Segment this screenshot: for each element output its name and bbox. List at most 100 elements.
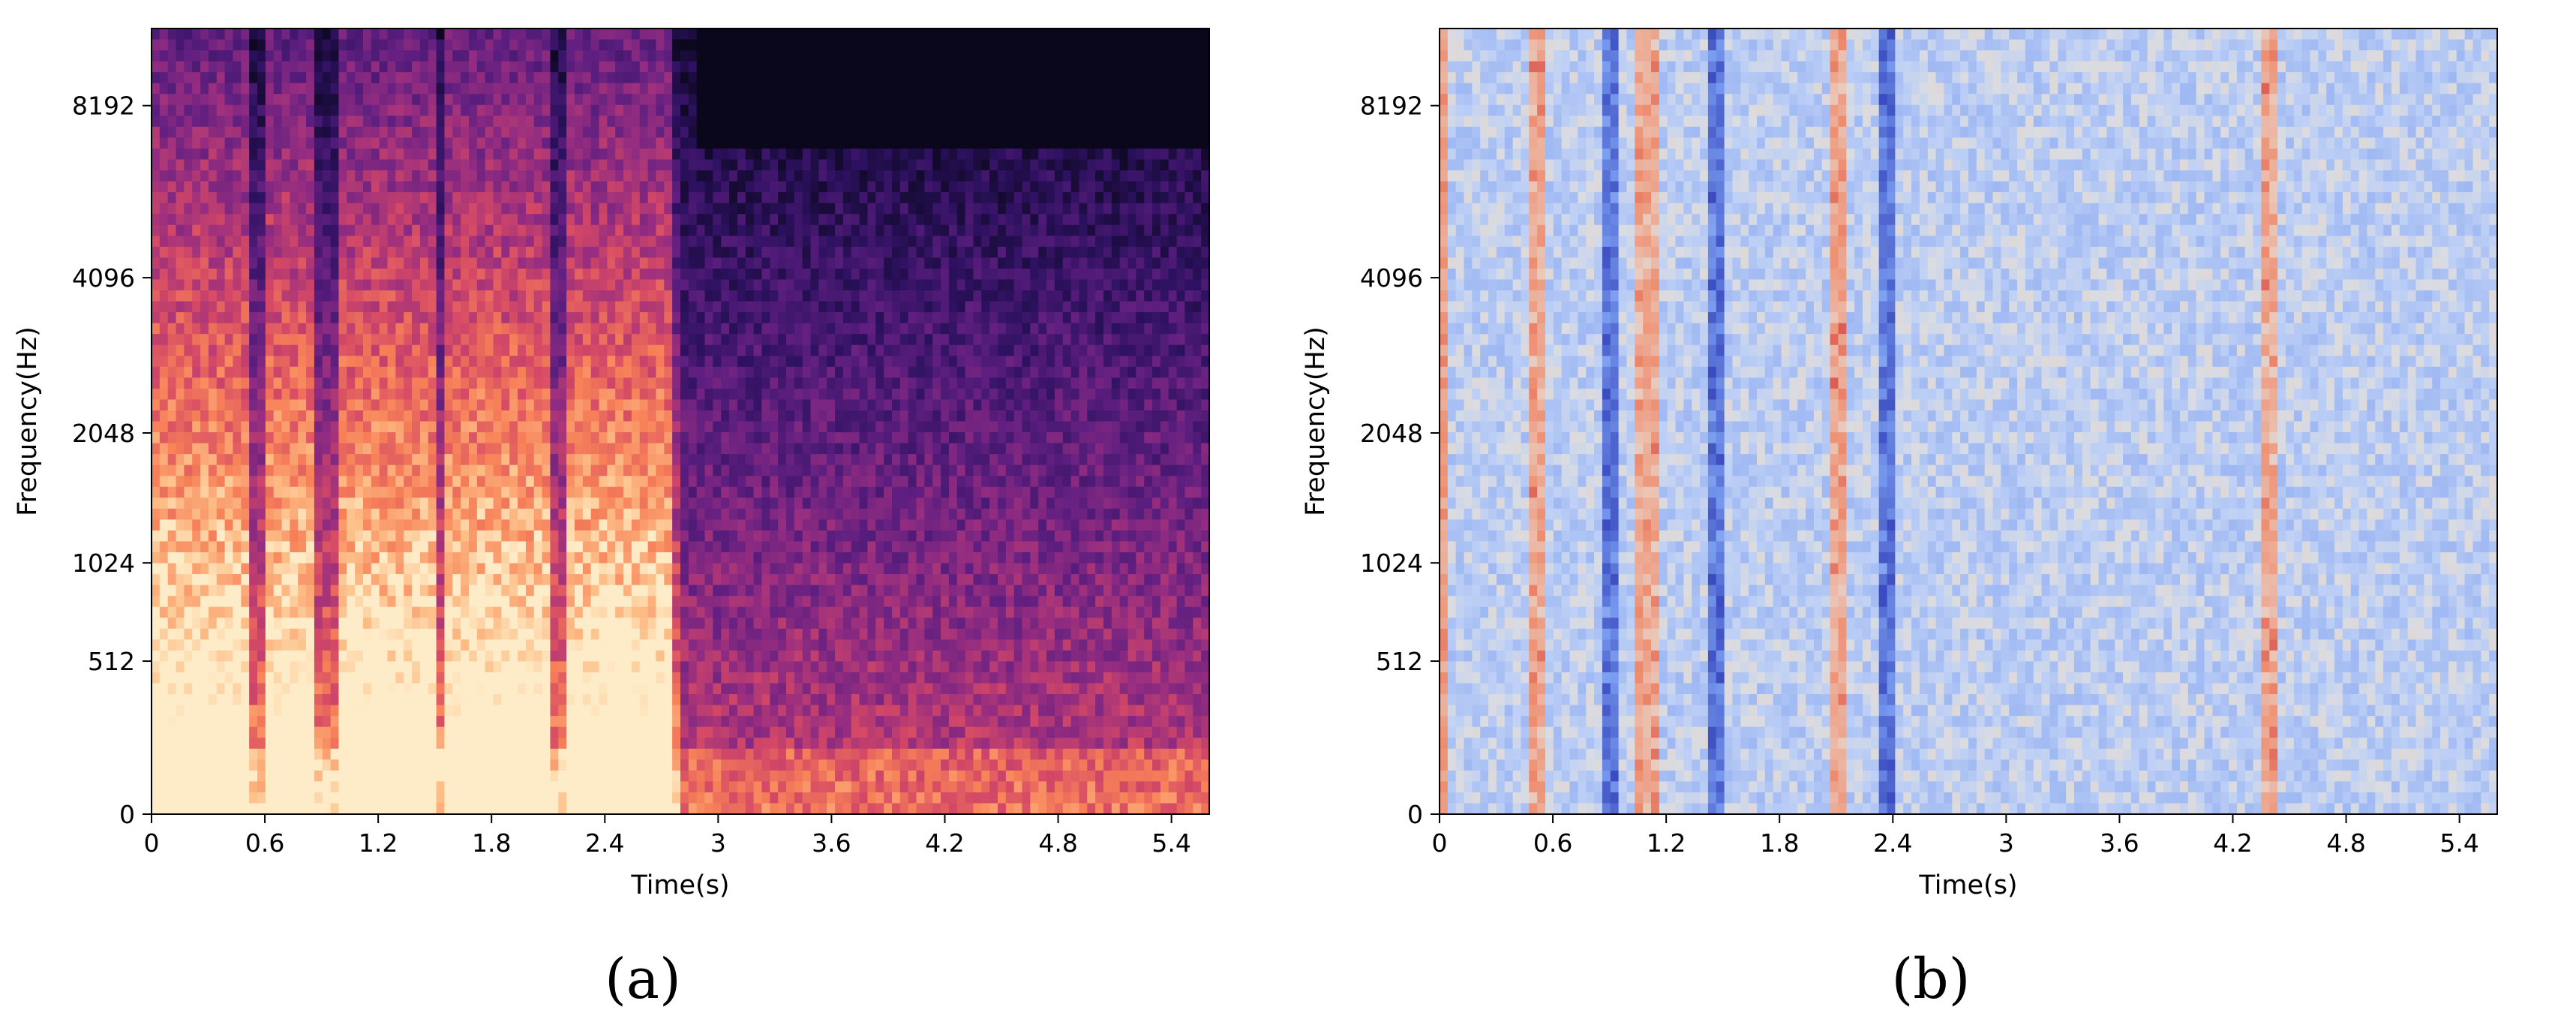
heatmap-cell xyxy=(224,803,234,815)
heatmap-cell xyxy=(265,618,275,630)
heatmap-cell xyxy=(281,519,290,531)
heatmap-cell xyxy=(298,356,307,368)
heatmap-cell xyxy=(428,334,437,346)
heatmap-cell xyxy=(509,770,518,782)
heatmap-cell xyxy=(647,377,657,389)
heatmap-cell xyxy=(533,410,543,422)
heatmap-cell xyxy=(314,72,323,84)
heatmap-cell xyxy=(184,83,193,95)
heatmap-cell xyxy=(216,236,226,248)
heatmap-cell xyxy=(493,192,502,204)
heatmap-cell xyxy=(265,432,275,444)
heatmap-cell xyxy=(672,29,681,41)
heatmap-cell xyxy=(159,432,169,444)
heatmap-cell xyxy=(314,716,323,728)
heatmap-cell xyxy=(607,705,616,717)
heatmap-cell xyxy=(558,781,567,793)
heatmap-cell xyxy=(184,552,193,564)
heatmap-cell xyxy=(518,137,527,149)
heatmap-cell xyxy=(281,748,290,760)
heatmap-cell xyxy=(696,792,706,804)
heatmap-cell xyxy=(159,344,169,356)
heatmap-cell xyxy=(688,748,698,760)
heatmap-cell xyxy=(257,39,266,51)
heatmap-cell xyxy=(273,170,283,182)
heatmap-cell xyxy=(387,650,396,663)
heatmap-cell xyxy=(704,301,713,313)
heatmap-cell xyxy=(322,585,332,597)
heatmap-cell xyxy=(224,618,234,630)
heatmap-cell xyxy=(444,170,453,182)
heatmap-cell xyxy=(379,508,389,520)
heatmap-cell xyxy=(509,628,518,640)
heatmap-cell xyxy=(306,377,315,389)
heatmap-cell xyxy=(363,224,372,236)
heatmap-cell xyxy=(159,421,169,433)
heatmap-cell xyxy=(542,606,551,618)
heatmap-cell xyxy=(436,116,446,128)
heatmap-cell xyxy=(501,497,510,509)
heatmap-cell xyxy=(493,563,502,575)
heatmap-cell xyxy=(452,694,461,706)
heatmap-cell xyxy=(664,716,673,728)
heatmap-cell xyxy=(314,148,323,161)
heatmap-cell xyxy=(631,432,641,444)
heatmap-cell xyxy=(419,344,429,356)
heatmap-cell xyxy=(639,279,649,291)
heatmap-cell xyxy=(314,432,323,444)
heatmap-cell xyxy=(469,650,478,663)
heatmap-cell xyxy=(192,203,201,215)
heatmap-cell xyxy=(509,39,518,51)
heatmap-cell xyxy=(615,759,624,771)
heatmap-cell xyxy=(192,770,201,782)
heatmap-cell xyxy=(550,148,559,161)
heatmap-cell xyxy=(582,508,592,520)
heatmap-cell xyxy=(273,72,283,84)
heatmap-cell xyxy=(631,596,641,608)
heatmap-cell xyxy=(363,683,372,695)
heatmap-cell xyxy=(184,497,193,509)
heatmap-cell xyxy=(582,574,592,586)
heatmap-cell xyxy=(192,257,201,269)
heatmap-cell xyxy=(428,683,437,695)
heatmap-cell xyxy=(550,792,559,804)
heatmap-cell xyxy=(647,290,657,302)
heatmap-cell xyxy=(176,443,185,455)
heatmap-cell xyxy=(338,596,347,608)
heatmap-cell xyxy=(338,126,347,139)
heatmap-cell xyxy=(412,497,421,509)
heatmap-cell xyxy=(395,541,404,553)
heatmap-cell xyxy=(395,39,404,51)
heatmap-cell xyxy=(419,683,429,695)
heatmap-cell xyxy=(469,39,478,51)
heatmap-cell xyxy=(330,268,340,281)
heatmap-cell xyxy=(200,94,209,106)
heatmap-cell xyxy=(615,181,624,193)
heatmap-cell xyxy=(631,726,641,738)
heatmap-cell xyxy=(639,476,649,488)
heatmap-cell xyxy=(159,279,169,291)
heatmap-cell xyxy=(566,464,575,476)
heatmap-cell xyxy=(330,661,340,673)
heatmap-cell xyxy=(216,246,226,258)
heatmap-cell xyxy=(509,279,518,291)
heatmap-cell xyxy=(192,399,201,411)
heatmap-cell xyxy=(298,148,307,161)
heatmap-cell xyxy=(290,137,299,149)
heatmap-cell xyxy=(444,126,453,139)
heatmap-cell xyxy=(575,61,584,73)
heatmap-cell xyxy=(290,104,299,116)
heatmap-cell xyxy=(452,50,461,62)
heatmap-cell xyxy=(623,486,632,498)
heatmap-cell xyxy=(428,104,437,116)
heatmap-cell xyxy=(404,726,413,738)
heatmap-cell xyxy=(387,39,396,51)
heatmap-cell xyxy=(680,443,689,455)
heatmap-cell xyxy=(509,803,518,815)
heatmap-cell xyxy=(330,497,340,509)
heatmap-cell xyxy=(216,126,226,139)
heatmap-cell xyxy=(224,170,234,182)
heatmap-cell xyxy=(298,792,307,804)
heatmap-cell xyxy=(623,344,632,356)
heatmap-cell xyxy=(200,792,209,804)
